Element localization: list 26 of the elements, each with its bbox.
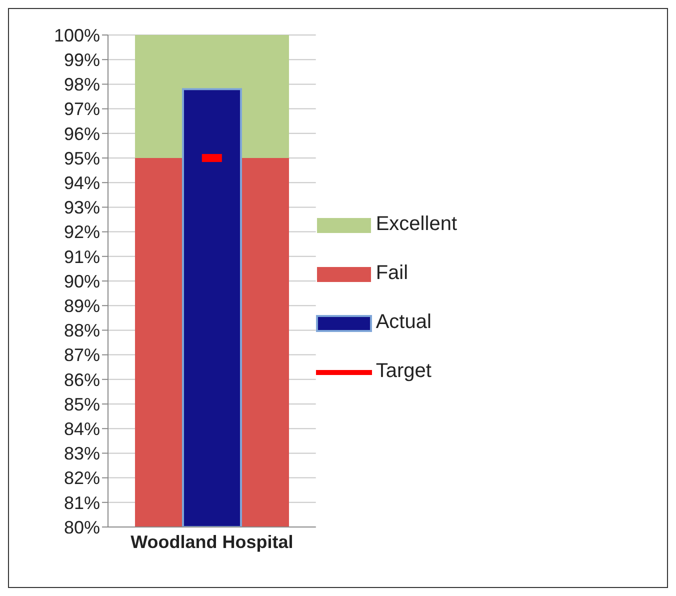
legend-label: Excellent: [376, 213, 457, 236]
y-tick-label: 89%: [64, 296, 100, 316]
y-tick-label: 86%: [64, 370, 100, 390]
y-tick-label: 84%: [64, 418, 100, 439]
y-tick-label: 80%: [64, 517, 100, 538]
y-tick-label: 85%: [64, 394, 100, 414]
y-tick-label: 93%: [64, 198, 100, 218]
y-tick-label: 96%: [64, 124, 100, 144]
x-tick-label: Woodland Hospital: [130, 532, 294, 552]
legend-label: Actual: [376, 311, 432, 334]
y-tick-label: 95%: [64, 148, 100, 168]
y-tick-label: 82%: [64, 468, 100, 488]
y-tick-label: 100%: [54, 25, 100, 46]
y-tick-label: 94%: [64, 172, 100, 193]
y-tick-label: 90%: [64, 271, 100, 292]
legend-label: Target: [376, 360, 432, 383]
y-tick-label: 98%: [64, 74, 100, 95]
y-tick-label: 99%: [64, 50, 100, 70]
y-tick-label: 83%: [64, 444, 100, 464]
y-tick-label: 81%: [64, 492, 100, 513]
y-tick-label: 87%: [64, 345, 100, 366]
y-tick-label: 91%: [64, 246, 100, 267]
y-tick-label: 88%: [64, 320, 100, 341]
y-tick-label: 97%: [64, 99, 100, 120]
y-tick-label: 92%: [64, 222, 100, 242]
legend-label: Fail: [376, 262, 408, 285]
